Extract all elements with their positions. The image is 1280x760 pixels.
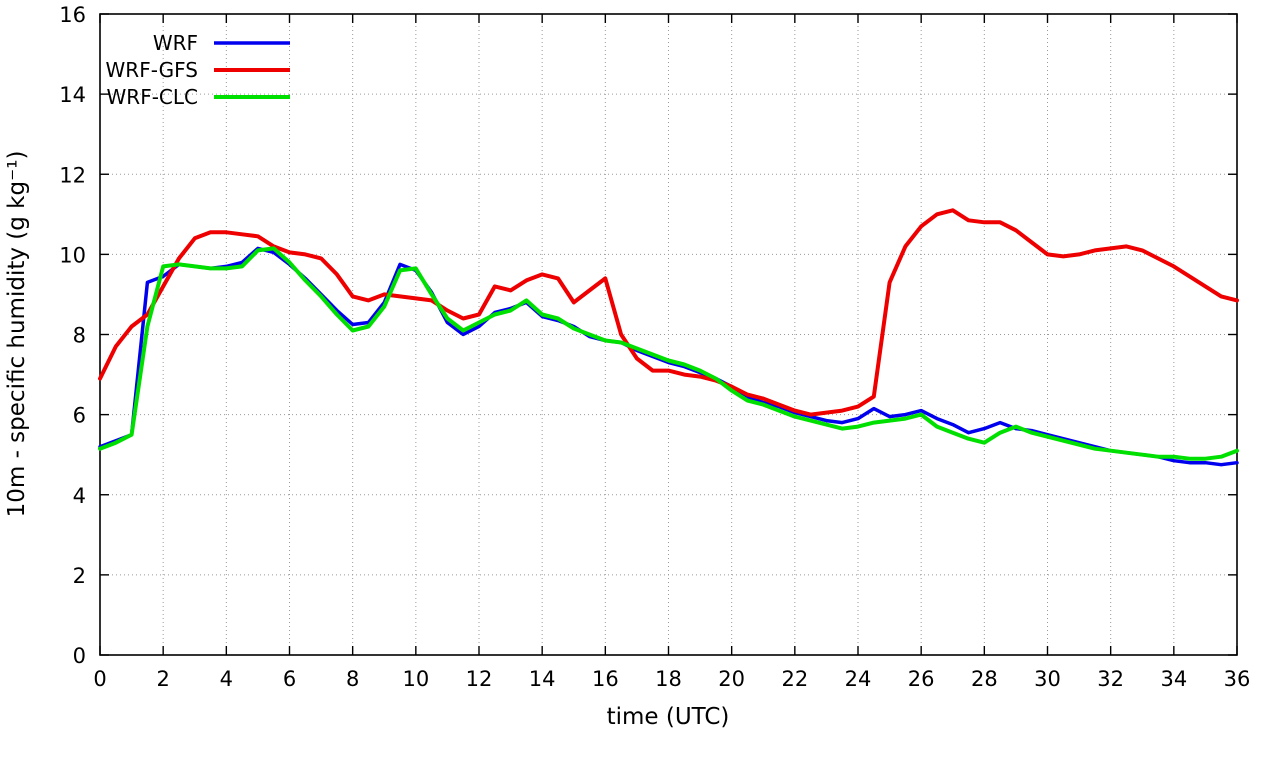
y-tick-label: 12 [59, 163, 86, 187]
legend-label-wrf-gfs: WRF-GFS [106, 58, 198, 82]
x-tick-label: 28 [971, 667, 998, 691]
series-layer [98, 208, 1239, 467]
axes-layer: 0 2 4 6 8 10 12 14 16 18 20 22 24 26 28 30 32 34 360246810… [59, 3, 1250, 691]
legend-label-wrf: WRF [153, 31, 198, 55]
x-tick-label: 30 [1034, 667, 1061, 691]
x-axis-label: time (UTC) [607, 704, 730, 730]
x-tick-label: 0 [93, 667, 106, 691]
y-tick-label: 8 [73, 324, 86, 348]
y-tick-label: 6 [73, 404, 86, 428]
x-tick-label: 4 [220, 667, 233, 691]
x-tick-label: 20 [718, 667, 745, 691]
x-tick-label: 26 [908, 667, 935, 691]
x-tick-label: 24 [845, 667, 872, 691]
x-tick-label: 16 [592, 667, 619, 691]
x-tick-label: 34 [1160, 667, 1187, 691]
x-tick-label: 12 [466, 667, 493, 691]
y-tick-label: 16 [59, 3, 86, 27]
y-tick-label: 10 [59, 243, 86, 267]
y-axis-label: 10m - specific humidity (g kg⁻¹) [4, 151, 30, 518]
x-tick-label: 22 [781, 667, 808, 691]
x-tick-label: 8 [346, 667, 359, 691]
grid-layer [99, 13, 1238, 656]
x-tick-label: 6 [283, 667, 296, 691]
series-line-wrf-gfs [98, 208, 1239, 417]
legend-label-wrf-clc: WRF-CLC [107, 85, 198, 109]
x-tick-label: 32 [1097, 667, 1124, 691]
y-tick-label: 2 [73, 564, 86, 588]
series-line-wrf [98, 246, 1239, 467]
x-tick-label: 18 [655, 667, 682, 691]
x-tick-label: 14 [529, 667, 556, 691]
x-tick-label: 2 [156, 667, 169, 691]
y-tick-label: 0 [73, 644, 86, 668]
y-tick-label: 4 [73, 484, 86, 508]
x-tick-label: 10 [402, 667, 429, 691]
y-tick-label: 14 [59, 83, 86, 107]
x-tick-label: 36 [1224, 667, 1251, 691]
legend: WRF WRF-GFS WRF-CLC [106, 31, 290, 109]
series-line-wrf-clc [98, 246, 1239, 461]
